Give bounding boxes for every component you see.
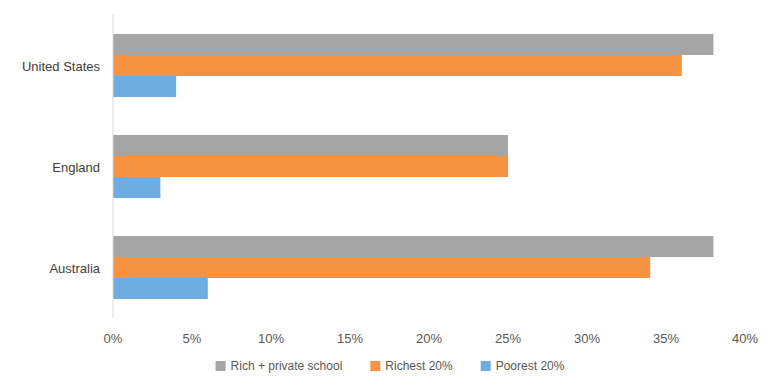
legend-swatch xyxy=(370,361,380,371)
bar xyxy=(113,156,508,177)
bar xyxy=(113,135,508,156)
bar xyxy=(113,76,176,97)
bar xyxy=(113,278,208,299)
legend: Rich + private school Richest 20% Poorest … xyxy=(216,359,565,373)
x-tick-label: 10% xyxy=(258,331,284,346)
legend-label: Richest 20% xyxy=(385,359,453,373)
bar xyxy=(113,34,713,55)
x-tick-label: 25% xyxy=(495,331,521,346)
chart: United States England Australia 0% 5% 10% 15% 2… xyxy=(0,0,780,389)
category-label: Australia xyxy=(49,261,100,276)
bar xyxy=(113,236,713,257)
x-tick-label: 20% xyxy=(416,331,442,346)
x-tick-label: 5% xyxy=(183,331,202,346)
x-tick-label: 15% xyxy=(337,331,363,346)
x-tick-label: 0% xyxy=(104,331,123,346)
category-label: United States xyxy=(22,59,101,74)
x-tick-label: 30% xyxy=(574,331,600,346)
category-label: England xyxy=(52,160,100,175)
bar xyxy=(113,257,650,278)
legend-label: Poorest 20% xyxy=(496,359,565,373)
bar xyxy=(113,177,160,198)
legend-swatch xyxy=(481,361,491,371)
legend-label: Rich + private school xyxy=(231,359,343,373)
x-tick-label: 40% xyxy=(732,331,758,346)
bars xyxy=(113,34,713,299)
y-axis-line xyxy=(113,15,114,318)
legend-swatch xyxy=(216,361,226,371)
x-tick-label: 35% xyxy=(653,331,679,346)
bar xyxy=(113,55,682,76)
